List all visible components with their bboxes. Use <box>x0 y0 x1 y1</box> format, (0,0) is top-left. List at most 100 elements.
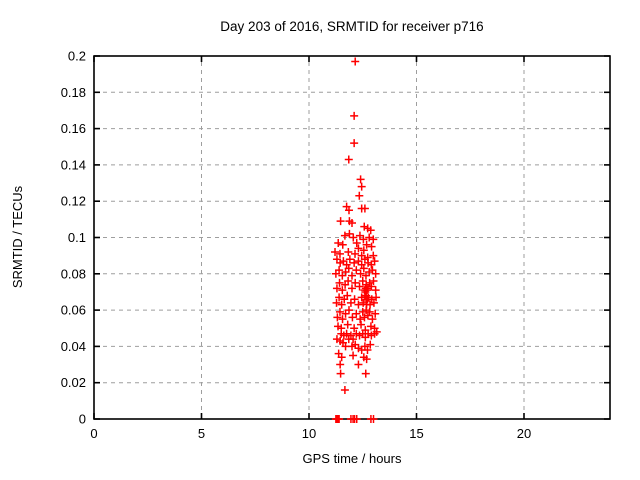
data-point <box>370 257 379 266</box>
data-point <box>369 277 378 286</box>
data-point <box>351 278 360 287</box>
data-point <box>366 226 375 235</box>
data-point <box>350 324 359 333</box>
data-point <box>332 284 341 293</box>
data-point <box>335 293 344 302</box>
data-point <box>337 300 346 309</box>
x-axis-label: GPS time / hours <box>303 451 402 466</box>
y-tick-label: 0.14 <box>61 157 86 172</box>
data-point <box>352 238 361 247</box>
data-point <box>359 264 368 273</box>
data-point <box>345 229 354 238</box>
data-point <box>371 286 380 295</box>
data-point <box>355 191 364 200</box>
data-point <box>343 291 352 300</box>
data-point <box>356 269 365 278</box>
data-point <box>359 246 368 255</box>
data-point <box>334 238 343 247</box>
data-point <box>360 222 369 231</box>
data-point <box>354 300 363 309</box>
data-point <box>349 233 358 242</box>
data-point <box>356 175 365 184</box>
data-point <box>360 313 369 322</box>
y-tick-label: 0 <box>79 412 86 427</box>
data-point <box>365 307 374 316</box>
data-point <box>362 291 371 300</box>
data-point <box>369 415 378 423</box>
data-point <box>372 293 381 302</box>
data-point <box>357 182 366 191</box>
data-point <box>348 313 357 322</box>
x-tick-label: 20 <box>517 426 531 441</box>
data-point <box>356 315 365 324</box>
data-point <box>335 415 344 423</box>
data-point <box>333 313 342 322</box>
data-point <box>348 218 356 227</box>
data-point <box>341 309 350 318</box>
data-point <box>365 278 374 287</box>
data-point <box>372 327 381 336</box>
data-point <box>366 322 375 331</box>
data-point <box>335 278 344 287</box>
data-point <box>344 264 353 273</box>
data-point <box>369 235 378 244</box>
data-point <box>348 271 356 280</box>
x-tick-label: 0 <box>90 426 97 441</box>
data-point <box>366 340 375 349</box>
data-point <box>338 315 347 324</box>
x-tick-label: 10 <box>302 426 316 441</box>
data-point <box>350 258 359 267</box>
x-tick-label: 15 <box>409 426 423 441</box>
tick-labels: 0 5 10 15 20 0 0.02 0.04 0.06 0.08 0.1 0.12 0.14 0.16… <box>61 49 532 442</box>
y-tick-label: 0.06 <box>61 303 86 318</box>
data-point <box>367 282 376 291</box>
data-point <box>369 251 378 260</box>
y-tick-label: 0.02 <box>61 375 86 390</box>
data-point <box>344 206 353 215</box>
data-point <box>362 355 371 364</box>
data-point <box>351 57 360 66</box>
y-axis-label: SRMTID / TECUs <box>10 185 25 288</box>
data-point <box>336 217 345 226</box>
data-point <box>344 155 353 164</box>
data-point <box>335 249 344 258</box>
data-point <box>351 249 360 258</box>
y-tick-label: 0.18 <box>61 85 86 100</box>
data-point <box>349 351 358 360</box>
data-point <box>332 298 341 307</box>
y-tick-label: 0.16 <box>61 121 86 136</box>
data-point <box>357 320 366 329</box>
data-point <box>346 298 355 307</box>
data-point <box>343 320 352 329</box>
data-point <box>335 266 344 275</box>
data-point <box>354 244 363 253</box>
data-point <box>363 311 372 320</box>
data-point <box>336 369 345 378</box>
data-point <box>335 307 344 316</box>
x-tick-label: 5 <box>198 426 205 441</box>
data-point <box>352 266 361 275</box>
y-tick-label: 0.08 <box>61 266 86 281</box>
data-point <box>363 346 372 355</box>
data-point <box>358 277 367 286</box>
data-point <box>342 329 351 338</box>
y-tick-label: 0.04 <box>61 339 86 354</box>
data-point <box>340 231 349 240</box>
scatter-points <box>331 57 381 423</box>
data-point <box>350 139 359 148</box>
y-tick-label: 0.1 <box>68 230 86 245</box>
data-point <box>362 306 371 315</box>
data-point <box>371 269 380 278</box>
y-tick-label: 0.2 <box>68 49 86 64</box>
data-point <box>368 315 377 324</box>
data-point <box>361 284 370 293</box>
data-point <box>352 415 361 423</box>
data-point <box>354 360 363 369</box>
y-tick-label: 0.12 <box>61 194 86 209</box>
data-point <box>363 286 372 295</box>
data-point <box>336 360 345 369</box>
data-point <box>350 111 359 120</box>
data-point <box>345 255 354 264</box>
